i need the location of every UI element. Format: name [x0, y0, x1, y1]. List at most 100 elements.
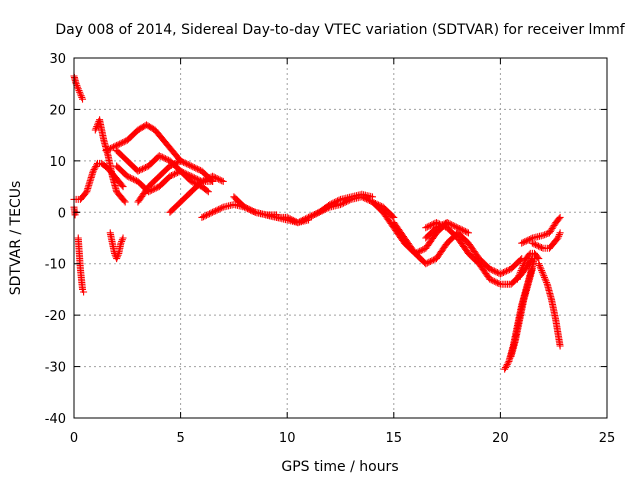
x-tick-label: 5 — [176, 431, 184, 446]
x-tick-label: 15 — [386, 431, 403, 446]
data-point — [210, 173, 218, 181]
data-point — [555, 232, 563, 240]
data-point — [321, 205, 329, 213]
data-point — [517, 267, 525, 275]
series-arc-c — [74, 234, 88, 296]
data-point — [201, 176, 209, 184]
data-point — [527, 235, 535, 243]
data-point — [104, 146, 112, 154]
data-point — [209, 172, 217, 180]
data-point — [78, 93, 86, 101]
y-tick-label: 10 — [49, 155, 66, 170]
data-point — [298, 216, 306, 224]
data-point — [486, 275, 494, 283]
x-axis-label: GPS time / hours — [281, 459, 398, 475]
data-point — [209, 208, 217, 216]
data-point — [487, 266, 495, 274]
data-point — [213, 174, 221, 182]
data-point — [487, 276, 495, 284]
data-point — [499, 269, 507, 277]
data-point — [455, 224, 463, 232]
data-point — [119, 138, 127, 146]
data-point — [525, 251, 533, 259]
data-point — [358, 193, 366, 201]
data-point — [314, 209, 322, 217]
data-point — [429, 256, 437, 264]
data-point — [428, 257, 436, 265]
data-point — [464, 229, 472, 237]
data-point — [107, 144, 115, 152]
data-point — [501, 268, 509, 276]
data-point — [443, 219, 451, 227]
data-point — [428, 221, 436, 229]
data-point — [536, 263, 544, 271]
data-point — [513, 275, 521, 283]
data-point — [207, 209, 215, 217]
data-point — [362, 195, 370, 203]
data-point — [295, 218, 303, 226]
data-point — [192, 174, 200, 182]
data-point — [113, 255, 121, 263]
data-point — [172, 169, 180, 177]
data-point — [538, 267, 546, 275]
data-point — [181, 169, 189, 177]
data-point — [359, 194, 367, 202]
data-point — [206, 210, 214, 218]
data-point — [534, 253, 542, 261]
data-point — [365, 197, 373, 205]
data-point — [161, 155, 169, 163]
data-point — [118, 236, 126, 244]
data-point — [155, 152, 163, 160]
data-point — [554, 234, 562, 242]
data-point — [541, 275, 549, 283]
data-point — [248, 207, 256, 215]
data-point — [303, 214, 311, 222]
data-point — [174, 169, 182, 177]
data-point — [114, 141, 122, 149]
data-point — [203, 187, 211, 195]
data-point — [166, 162, 174, 170]
data-point — [425, 258, 433, 266]
data-point — [113, 253, 121, 261]
data-point — [218, 204, 226, 212]
data-point — [91, 126, 99, 134]
data-point — [204, 174, 212, 182]
y-tick-label: -10 — [45, 258, 66, 273]
data-point — [187, 162, 195, 170]
data-point — [389, 212, 397, 220]
data-point — [160, 154, 168, 162]
data-point — [308, 212, 316, 220]
data-point — [125, 173, 133, 181]
data-point — [432, 224, 440, 232]
data-point — [215, 205, 223, 213]
data-point — [417, 246, 425, 254]
data-point — [542, 230, 550, 238]
data-point — [454, 224, 462, 232]
data-point — [535, 261, 543, 269]
data-point — [434, 223, 442, 231]
data-point — [486, 265, 494, 273]
data-point — [193, 175, 201, 183]
data-point — [118, 181, 126, 189]
data-point — [171, 160, 179, 168]
data-point — [163, 155, 171, 163]
data-point — [521, 238, 529, 246]
data-point — [502, 362, 510, 370]
data-point — [117, 139, 125, 147]
data-point — [448, 221, 456, 229]
series-arc-s — [422, 219, 472, 242]
data-point — [90, 166, 98, 174]
y-tick-label: -40 — [45, 412, 66, 427]
data-point — [435, 222, 443, 230]
axis-ticks: 0 5 10 15 20 25 -40 -30 -20 -10 0 10 20 30 — [45, 52, 616, 446]
data-point — [516, 270, 524, 278]
data-point — [346, 196, 354, 204]
data-point — [202, 175, 210, 183]
data-point — [76, 90, 84, 98]
data-point — [309, 211, 317, 219]
grid — [74, 58, 607, 418]
data-point — [216, 176, 224, 184]
data-points — [70, 72, 564, 373]
data-point — [416, 247, 424, 255]
data-point — [489, 266, 497, 274]
